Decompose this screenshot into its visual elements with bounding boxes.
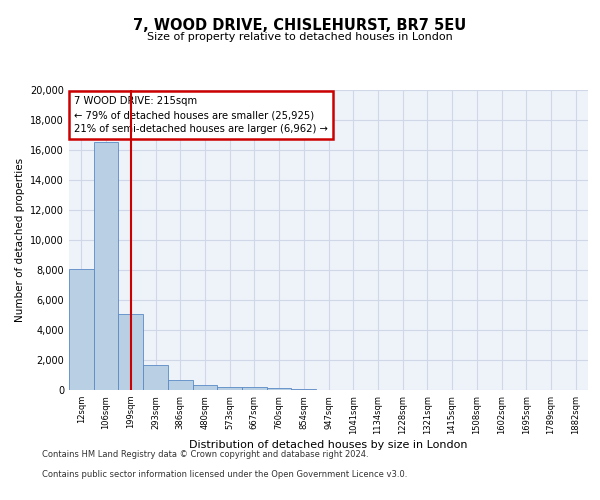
Text: 7 WOOD DRIVE: 215sqm
← 79% of detached houses are smaller (25,925)
21% of semi-d: 7 WOOD DRIVE: 215sqm ← 79% of detached h…	[74, 96, 328, 134]
Bar	[193, 385, 217, 390]
Bar	[94, 142, 118, 390]
Bar	[242, 388, 267, 390]
Bar	[267, 388, 292, 390]
Y-axis label: Number of detached properties: Number of detached properties	[15, 158, 25, 322]
Bar	[217, 386, 242, 390]
Bar	[143, 364, 168, 390]
Bar	[168, 380, 193, 390]
Text: 7, WOOD DRIVE, CHISLEHURST, BR7 5EU: 7, WOOD DRIVE, CHISLEHURST, BR7 5EU	[133, 18, 467, 32]
Text: Contains public sector information licensed under the Open Government Licence v3: Contains public sector information licen…	[42, 470, 407, 479]
Text: Contains HM Land Registry data © Crown copyright and database right 2024.: Contains HM Land Registry data © Crown c…	[42, 450, 368, 459]
Bar	[118, 314, 143, 390]
Bar	[69, 269, 94, 390]
Text: Size of property relative to detached houses in London: Size of property relative to detached ho…	[147, 32, 453, 42]
X-axis label: Distribution of detached houses by size in London: Distribution of detached houses by size …	[189, 440, 468, 450]
Bar	[292, 388, 316, 390]
